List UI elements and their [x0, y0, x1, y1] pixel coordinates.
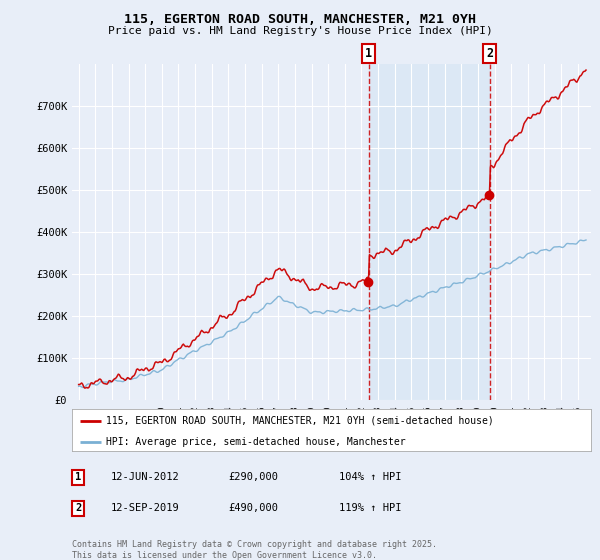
Text: 12-SEP-2019: 12-SEP-2019	[111, 503, 180, 514]
Text: 2: 2	[75, 503, 81, 514]
Text: 104% ↑ HPI: 104% ↑ HPI	[339, 472, 401, 482]
Text: 1: 1	[75, 472, 81, 482]
Text: £490,000: £490,000	[228, 503, 278, 514]
Text: 115, EGERTON ROAD SOUTH, MANCHESTER, M21 0YH: 115, EGERTON ROAD SOUTH, MANCHESTER, M21…	[124, 13, 476, 26]
Text: 115, EGERTON ROAD SOUTH, MANCHESTER, M21 0YH (semi-detached house): 115, EGERTON ROAD SOUTH, MANCHESTER, M21…	[106, 416, 493, 426]
Text: 12-JUN-2012: 12-JUN-2012	[111, 472, 180, 482]
Text: Price paid vs. HM Land Registry's House Price Index (HPI): Price paid vs. HM Land Registry's House …	[107, 26, 493, 36]
Text: 2: 2	[486, 47, 493, 60]
Bar	[369, 64, 490, 400]
Text: £290,000: £290,000	[228, 472, 278, 482]
Text: HPI: Average price, semi-detached house, Manchester: HPI: Average price, semi-detached house,…	[106, 437, 406, 446]
Text: 1: 1	[365, 47, 373, 60]
Text: Contains HM Land Registry data © Crown copyright and database right 2025.
This d: Contains HM Land Registry data © Crown c…	[72, 540, 437, 560]
Text: 119% ↑ HPI: 119% ↑ HPI	[339, 503, 401, 514]
